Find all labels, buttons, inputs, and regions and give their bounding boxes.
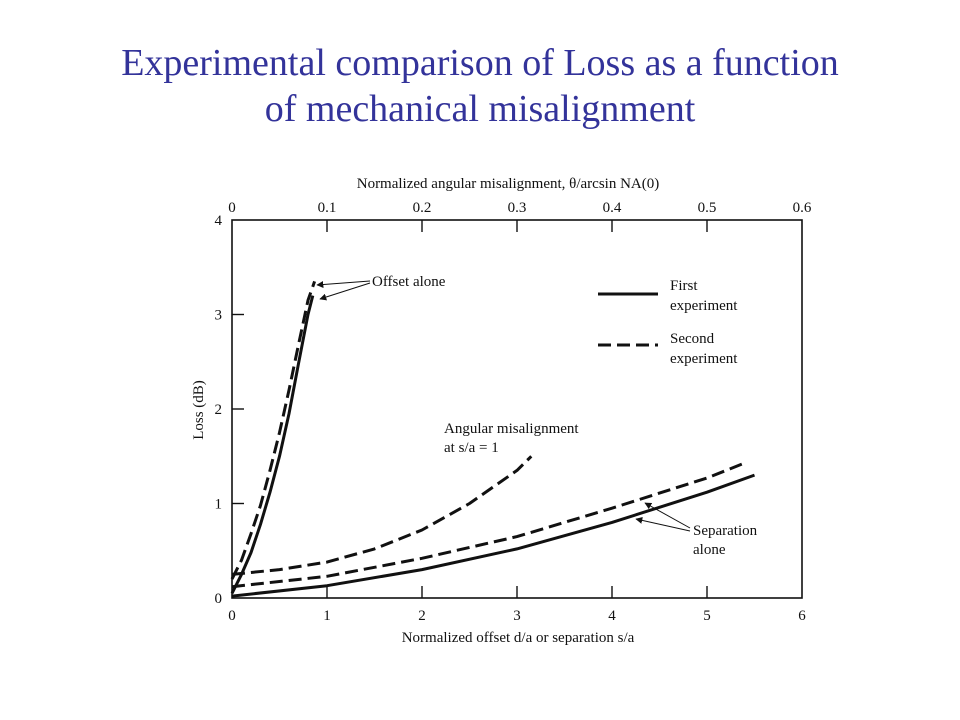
x2-tick-label: 0.3 <box>508 200 527 216</box>
x-tick-label: 5 <box>703 608 711 624</box>
slide-title-line-1: Experimental comparison of Loss as a fun… <box>121 42 839 84</box>
legend: First experiment Second experiment <box>598 278 738 367</box>
series-line-separation-alone-solid <box>231 473 756 598</box>
annotation-offset-arrow-1 <box>316 280 371 289</box>
y-tick-label: 1 <box>215 497 223 513</box>
legend-second-label-1: Second <box>670 331 715 347</box>
legend-second-label-2: experiment <box>670 351 738 367</box>
annotation-separation-line-1: Separation <box>693 523 758 539</box>
x2-tick-label: 0.5 <box>698 200 717 216</box>
x-tick-label: 4 <box>608 608 616 624</box>
legend-first-label-1: First <box>670 278 698 294</box>
y-tick-label: 3 <box>215 308 223 324</box>
series-line-offset-alone-dashed <box>230 280 317 580</box>
legend-first-label-2: experiment <box>670 298 738 314</box>
y-tick-label: 4 <box>215 213 223 229</box>
annotation-separation-arrow-1 <box>644 502 691 529</box>
annotation-angular-line-1: Angular misalignment <box>444 421 579 437</box>
x2-tick-label: 0.6 <box>793 200 812 216</box>
x-tick-label: 1 <box>323 608 331 624</box>
annotation-offset-alone: Offset alone <box>372 274 446 290</box>
x2-tick-label: 0.4 <box>603 200 622 216</box>
slide-title: Experimental comparison of Loss as a fun… <box>40 40 920 132</box>
x2-tick-label: 0.1 <box>318 200 337 216</box>
x2-axis-label: Normalized angular misalignment, θ/arcsi… <box>357 176 660 192</box>
annotation-offset-arrow-2 <box>319 282 371 301</box>
y-tick-label: 0 <box>215 591 223 607</box>
series-line-separation-alone-dashed <box>231 461 746 589</box>
y-tick-label: 2 <box>215 402 223 418</box>
annotation-separation-line-2: alone <box>693 542 726 558</box>
y-axis-label: Loss (dB) <box>191 380 207 440</box>
annotation-angular-line-2: at s/a = 1 <box>444 440 499 456</box>
slide-title-line-2: of mechanical misalignment <box>264 88 696 130</box>
annotation-separation-arrow-2 <box>635 516 691 532</box>
x-tick-label: 6 <box>798 608 806 624</box>
x2-tick-label: 0 <box>228 200 236 216</box>
x-tick-label: 2 <box>418 608 426 624</box>
x-tick-label: 3 <box>513 608 521 624</box>
x-tick-label: 0 <box>228 608 236 624</box>
series-line-offset-alone-solid <box>230 295 315 594</box>
x-axis-label: Normalized offset d/a or separation s/a <box>402 630 635 646</box>
x2-tick-label: 0.2 <box>413 200 432 216</box>
